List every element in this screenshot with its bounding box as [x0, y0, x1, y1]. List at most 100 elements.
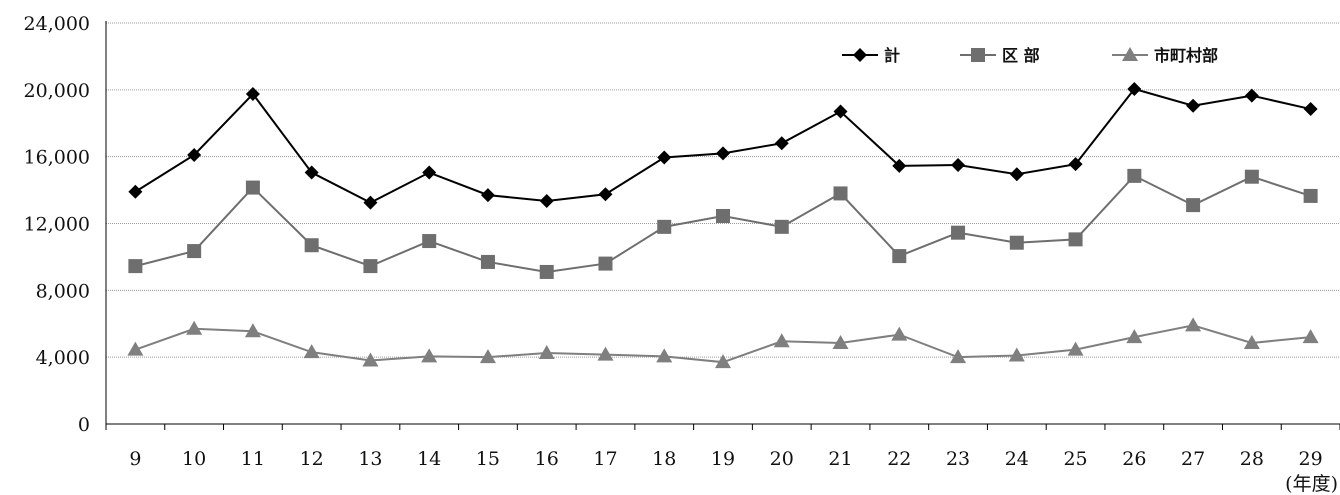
y-tick-label: 16,000: [24, 147, 90, 169]
data-point: [656, 348, 673, 363]
data-point: [539, 193, 554, 208]
data-point: [1127, 81, 1142, 96]
data-point: [1068, 157, 1083, 172]
data-point: [422, 234, 437, 249]
data-point: [716, 208, 730, 223]
x-tick-labels: 9 10 11 12 13 14 15 16 17 18 19 20 21 22 23 24 25 26 27 28 2…: [129, 448, 1322, 470]
x-tick-label: 19: [711, 448, 735, 470]
data-point: [892, 249, 907, 264]
data-point: [363, 259, 378, 274]
data-point: [1302, 329, 1319, 344]
data-point: [127, 341, 144, 356]
data-point: [833, 186, 848, 201]
data-point: [244, 323, 261, 338]
data-point: [833, 104, 848, 119]
data-point: [1126, 329, 1143, 344]
legend-item: 計: [842, 46, 900, 65]
x-tick-label: 28: [1240, 448, 1264, 470]
data-point: [598, 187, 613, 202]
x-tick-label: 20: [770, 448, 794, 470]
data-point: [187, 244, 202, 259]
x-tick-label: 26: [1122, 448, 1146, 470]
legend-label: 市町村部: [1154, 46, 1218, 65]
data-point: [1008, 347, 1025, 362]
series-group: [127, 81, 1319, 369]
data-point: [892, 158, 907, 173]
data-point: [1244, 169, 1259, 184]
x-tick-label: 23: [946, 448, 970, 470]
data-point: [421, 348, 438, 363]
x-tick-label: 15: [476, 448, 500, 470]
x-tick-label: 9: [129, 448, 141, 470]
x-tick-label: 25: [1063, 448, 1087, 470]
data-point: [951, 225, 966, 240]
data-point: [362, 352, 379, 367]
x-axis-unit: (年度): [1285, 473, 1338, 495]
data-point: [480, 188, 495, 203]
data-point: [891, 326, 908, 341]
x-tick-label: 27: [1181, 448, 1205, 470]
data-point: [657, 219, 672, 234]
y-tick-label: 12,000: [24, 214, 90, 236]
series-line: [134, 87, 1311, 204]
series-square: [128, 168, 1318, 279]
series-diamond: [128, 81, 1318, 210]
x-tick-label: 11: [241, 448, 265, 470]
data-point: [422, 165, 437, 180]
x-tick-label: 22: [887, 448, 911, 470]
data-point: [128, 259, 143, 274]
data-point: [1068, 232, 1083, 247]
data-point: [303, 344, 320, 359]
data-point: [832, 334, 849, 349]
x-tick-label: 21: [828, 448, 852, 470]
data-point: [186, 320, 203, 335]
legend-item: 区 部: [960, 46, 1040, 65]
x-tick-label: 16: [535, 448, 559, 470]
data-point: [363, 195, 378, 210]
data-point: [1303, 102, 1318, 117]
y-tick-labels: 0 4,000 8,000 12,000 16,000 20,000 24,000: [24, 13, 90, 436]
y-tick-label: 20,000: [24, 80, 90, 102]
data-point: [1243, 334, 1260, 349]
series-triangle: [127, 317, 1319, 369]
data-point: [1127, 168, 1142, 183]
y-tick-label: 4,000: [36, 347, 90, 369]
data-point: [304, 238, 319, 253]
data-point: [657, 150, 672, 165]
data-point: [1186, 98, 1201, 113]
data-point: [1009, 235, 1024, 250]
legend-label: 区 部: [1002, 46, 1040, 65]
data-point: [479, 349, 496, 364]
data-point: [1009, 167, 1024, 182]
data-point: [1185, 317, 1202, 332]
y-tick-label: 0: [78, 414, 90, 436]
legend-item: 市町村部: [1112, 46, 1218, 65]
data-point: [1067, 341, 1084, 356]
data-point: [245, 87, 260, 102]
legend: 計 区 部 市町村部: [842, 46, 1218, 65]
x-tick-label: 17: [593, 448, 617, 470]
x-tick-label: 29: [1299, 448, 1323, 470]
legend-label: 計: [884, 46, 900, 65]
data-point: [1186, 198, 1201, 213]
data-point: [951, 158, 966, 173]
data-point: [774, 136, 789, 151]
data-point: [1122, 47, 1138, 61]
data-point: [245, 180, 260, 195]
data-point: [187, 147, 202, 162]
data-point: [538, 344, 555, 359]
x-tick-label: 14: [417, 448, 441, 470]
x-tick-label: 13: [358, 448, 382, 470]
data-point: [597, 346, 614, 361]
data-point: [539, 264, 554, 279]
data-point: [598, 256, 613, 271]
axes: [105, 21, 1340, 430]
data-point: [128, 184, 143, 199]
data-point: [716, 146, 730, 161]
data-point: [480, 254, 495, 269]
data-point: [1244, 88, 1259, 103]
x-tick-label: 12: [300, 448, 324, 470]
data-point: [715, 354, 731, 369]
data-point: [853, 48, 867, 62]
